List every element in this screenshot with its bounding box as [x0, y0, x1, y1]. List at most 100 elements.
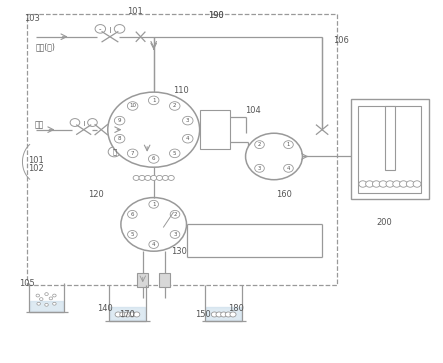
Text: 106: 106 — [333, 36, 349, 45]
Circle shape — [162, 175, 168, 180]
Circle shape — [183, 116, 193, 125]
Circle shape — [128, 102, 138, 110]
Text: -: - — [99, 26, 101, 32]
Circle shape — [149, 200, 159, 208]
Circle shape — [128, 231, 137, 238]
Circle shape — [45, 293, 48, 295]
Text: 2: 2 — [173, 103, 176, 109]
Text: 2: 2 — [258, 142, 261, 147]
Circle shape — [373, 181, 380, 187]
Circle shape — [145, 175, 151, 180]
Circle shape — [170, 149, 180, 158]
Text: ⓟ: ⓟ — [112, 148, 117, 155]
Text: 7: 7 — [131, 151, 134, 156]
Circle shape — [53, 294, 56, 297]
FancyBboxPatch shape — [137, 273, 148, 287]
Text: 103: 103 — [24, 15, 40, 23]
Circle shape — [121, 197, 187, 251]
FancyBboxPatch shape — [200, 110, 230, 149]
Text: 160: 160 — [276, 189, 292, 199]
Text: 200: 200 — [377, 218, 392, 227]
Circle shape — [139, 175, 145, 180]
Text: 3: 3 — [173, 232, 177, 237]
Circle shape — [170, 102, 180, 110]
Circle shape — [114, 116, 125, 125]
Text: 101: 101 — [128, 7, 143, 16]
Circle shape — [386, 181, 394, 187]
Circle shape — [221, 312, 227, 317]
Text: 4: 4 — [152, 242, 155, 247]
Circle shape — [128, 211, 137, 218]
Circle shape — [406, 181, 414, 187]
Circle shape — [114, 134, 125, 143]
Text: 4: 4 — [186, 136, 190, 141]
Circle shape — [170, 231, 180, 238]
Circle shape — [216, 312, 222, 317]
Circle shape — [149, 241, 159, 248]
Circle shape — [255, 141, 264, 148]
Circle shape — [168, 175, 174, 180]
Text: 130: 130 — [171, 247, 187, 256]
Text: 105: 105 — [19, 279, 35, 288]
Text: 3: 3 — [258, 166, 261, 171]
Circle shape — [53, 302, 56, 305]
Text: 6: 6 — [131, 212, 134, 217]
Text: 190: 190 — [208, 11, 224, 20]
Circle shape — [134, 312, 140, 317]
FancyBboxPatch shape — [350, 99, 429, 199]
Circle shape — [284, 164, 293, 172]
Circle shape — [359, 181, 367, 187]
Circle shape — [133, 175, 139, 180]
Text: 190: 190 — [208, 11, 224, 20]
Text: 3: 3 — [186, 118, 190, 123]
Text: 5: 5 — [131, 232, 134, 237]
Text: 2: 2 — [173, 212, 177, 217]
Circle shape — [36, 294, 39, 297]
Text: 5: 5 — [173, 151, 176, 156]
Text: 140: 140 — [97, 304, 113, 313]
Circle shape — [230, 312, 236, 317]
Circle shape — [70, 119, 80, 126]
Circle shape — [393, 181, 400, 187]
Circle shape — [170, 211, 180, 218]
Circle shape — [365, 181, 373, 187]
Circle shape — [108, 92, 200, 167]
Text: 标气(型): 标气(型) — [35, 42, 55, 51]
Text: 10: 10 — [129, 103, 136, 109]
Circle shape — [211, 312, 218, 317]
Circle shape — [400, 181, 408, 187]
Circle shape — [108, 147, 120, 157]
Circle shape — [245, 133, 303, 180]
Text: 1: 1 — [287, 142, 290, 147]
Text: 样品: 样品 — [34, 121, 43, 130]
Circle shape — [88, 119, 97, 126]
Circle shape — [95, 25, 105, 33]
Circle shape — [413, 181, 421, 187]
Text: 110: 110 — [173, 86, 189, 95]
Circle shape — [148, 96, 159, 105]
Text: 120: 120 — [88, 189, 104, 199]
Text: 4: 4 — [287, 166, 290, 171]
Circle shape — [37, 302, 40, 305]
Circle shape — [39, 298, 43, 301]
FancyBboxPatch shape — [358, 106, 421, 193]
Text: 150: 150 — [195, 310, 211, 319]
Circle shape — [148, 155, 159, 163]
Text: 8: 8 — [118, 136, 121, 141]
Text: 6: 6 — [152, 156, 155, 162]
FancyBboxPatch shape — [159, 273, 170, 287]
Circle shape — [284, 141, 293, 148]
Circle shape — [49, 297, 53, 300]
Text: 9: 9 — [118, 118, 121, 123]
Circle shape — [151, 175, 157, 180]
Circle shape — [129, 312, 135, 317]
Circle shape — [128, 149, 138, 158]
Circle shape — [45, 303, 48, 306]
Text: 101: 101 — [28, 156, 44, 164]
FancyBboxPatch shape — [385, 106, 395, 170]
Text: 102: 102 — [28, 164, 44, 174]
Text: 170: 170 — [119, 310, 135, 319]
Circle shape — [255, 164, 264, 172]
Text: 1: 1 — [152, 98, 155, 103]
Text: 180: 180 — [228, 304, 244, 313]
